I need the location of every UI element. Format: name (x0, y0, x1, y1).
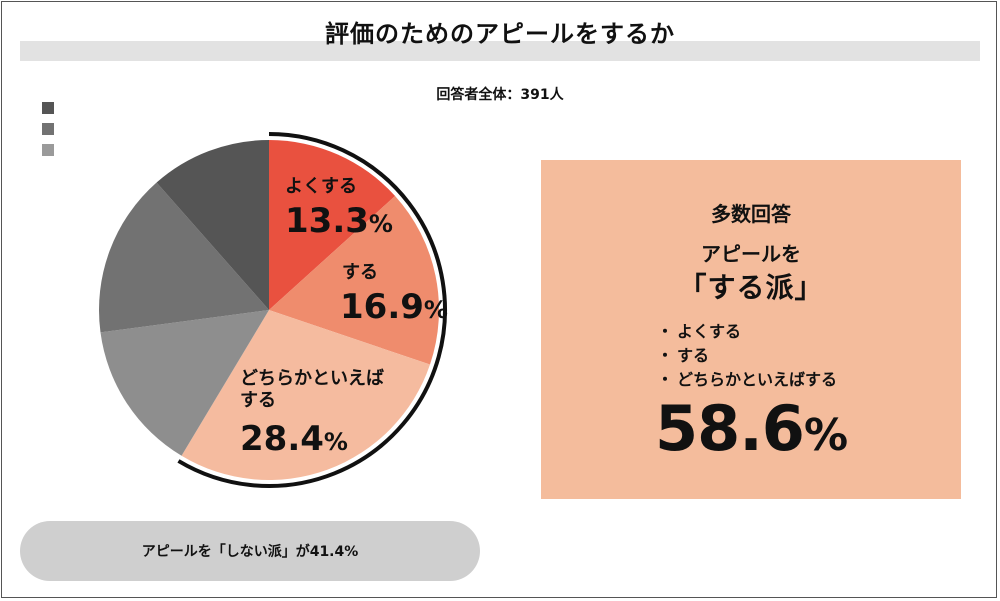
slice-value: 28.4% (240, 419, 348, 459)
legend-item: しない 15.6% (42, 118, 262, 139)
panel-total-unit: % (803, 410, 848, 461)
legend-label: どちらかといえばしない (62, 102, 206, 117)
legend-item: どちらかといえばしない 11.5% (42, 97, 262, 118)
pie-slice (269, 140, 396, 310)
legend-swatch (42, 143, 54, 156)
pie-slice (181, 310, 431, 480)
panel-list-item: よくする (657, 320, 837, 344)
panel-heading: 多数回答 (711, 202, 791, 226)
legend-label: 全くしない (62, 144, 128, 159)
slice-value: 16.9% (340, 287, 448, 327)
legend-value: 11.5% (217, 100, 263, 115)
panel-list: よくする する どちらかといえばする (657, 320, 837, 392)
legend-swatch (42, 101, 54, 114)
group-arc (177, 132, 447, 488)
legend: どちらかといえばしない 11.5% しない 15.6% 全くしない 14.3% (42, 97, 262, 160)
slice-label: する (342, 262, 378, 283)
pie-slice (100, 310, 270, 456)
panel-group-label: 「する派」 (678, 271, 824, 304)
legend-value: 15.6% (113, 121, 159, 136)
panel-total: 58.6% (541, 392, 961, 465)
slice-value: 13.3% (285, 201, 393, 241)
panel-list-item: どちらかといえばする (657, 368, 837, 392)
legend-swatch (42, 122, 54, 135)
respondent-count: 回答者全体：391人 (436, 87, 564, 103)
legend-value: 14.3% (139, 142, 185, 157)
chart-title: 評価のためのアピールをするか (325, 20, 675, 48)
pie-slice (156, 140, 269, 310)
title-band (20, 41, 980, 61)
legend-item: 全くしない 14.3% (42, 139, 262, 160)
slice-label: よくする (285, 176, 357, 197)
panel-total-value: 58.6 (654, 392, 805, 465)
panel-subheading: アピールを (701, 242, 801, 266)
slice-label: どちらかといえばする (240, 368, 384, 411)
panel-list-item: する (657, 344, 837, 368)
footer-note: アピールを「しない派」が41.4% (20, 521, 480, 581)
summary-panel: 多数回答 アピールを 「する派」 よくする する どちらかといえばする 58.6… (541, 160, 961, 499)
pie-slice (269, 195, 439, 365)
pie-slice (98, 182, 269, 333)
legend-label: しない (62, 123, 102, 138)
